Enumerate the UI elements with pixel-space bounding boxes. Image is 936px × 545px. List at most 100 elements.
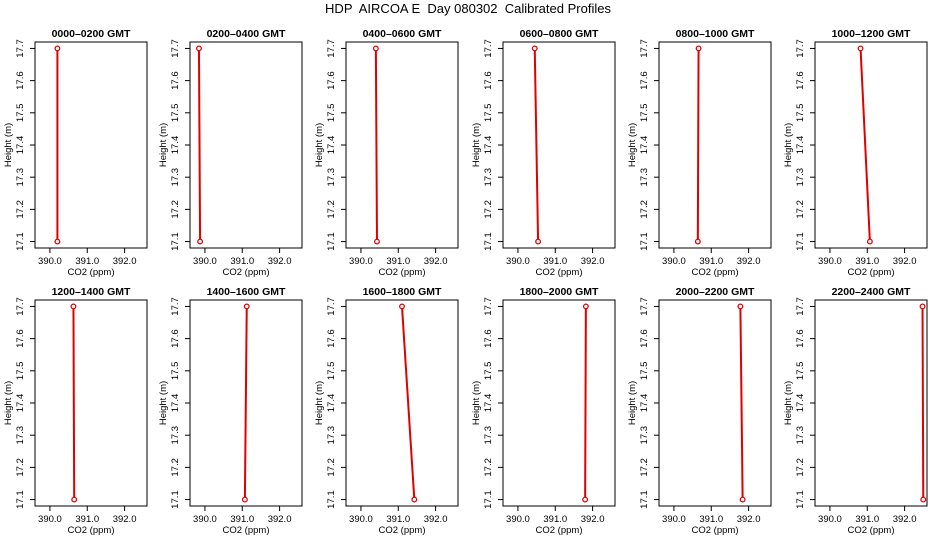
profile-line [739, 306, 744, 500]
x-tick-label: 392.0 [893, 256, 917, 267]
plot-frame [345, 299, 459, 507]
y-axis-label: Height (m) [314, 123, 325, 167]
plot-frame [189, 41, 303, 249]
profile-line [243, 306, 248, 500]
x-axis-label: CO2 (ppm) [536, 525, 583, 536]
x-axis-label: CO2 (ppm) [379, 267, 426, 278]
x-tick-label: 392.0 [893, 514, 917, 525]
x-axis-label: CO2 (ppm) [848, 525, 895, 536]
data-point [694, 238, 701, 245]
y-tick-label: 17.4 [326, 136, 337, 155]
data-point [535, 238, 542, 245]
x-tick-label: 391.0 [699, 256, 723, 267]
x-tick-label: 391.0 [230, 514, 254, 525]
x-tick-label: 390.0 [506, 514, 530, 525]
plot-frame [34, 41, 148, 249]
profile-line [72, 306, 76, 500]
y-tick-label: 17.6 [170, 329, 181, 348]
data-point [920, 496, 927, 503]
panel-title: 0000–0200 GMT [52, 28, 131, 40]
y-tick-label: 17.1 [326, 490, 337, 509]
data-point [582, 496, 589, 503]
y-tick-label: 17.6 [15, 329, 26, 348]
profile-line [921, 306, 925, 500]
x-tick-label: 390.0 [349, 514, 373, 525]
y-tick-label: 17.2 [15, 458, 26, 477]
y-tick-label: 17.1 [795, 232, 806, 251]
data-point [919, 303, 926, 310]
data-point [243, 303, 250, 310]
plot-frame [502, 299, 616, 507]
y-tick-label: 17.4 [170, 136, 181, 155]
panel-title: 1600–1800 GMT [363, 286, 442, 298]
panel-title: 1200–1400 GMT [52, 286, 131, 298]
x-tick-label: 391.0 [75, 256, 99, 267]
y-tick-label: 17.6 [15, 71, 26, 90]
x-tick-label: 390.0 [349, 256, 373, 267]
data-point [866, 238, 873, 245]
y-tick-label: 17.6 [795, 71, 806, 90]
y-tick-label: 17.6 [326, 329, 337, 348]
y-axis-label: Height (m) [783, 123, 794, 167]
y-tick-label: 17.5 [483, 362, 494, 381]
y-tick-label: 17.7 [326, 39, 337, 58]
x-tick-label: 390.0 [818, 514, 842, 525]
panel-title: 0600–0800 GMT [520, 28, 599, 40]
y-axis-label: Height (m) [627, 381, 638, 425]
panel-title: 1800–2000 GMT [520, 286, 599, 298]
y-tick-label: 17.3 [795, 426, 806, 445]
y-tick-label: 17.7 [483, 39, 494, 58]
x-tick-label: 392.0 [424, 256, 448, 267]
y-tick-label: 17.4 [639, 394, 650, 413]
panel-title: 0400–0600 GMT [363, 28, 442, 40]
y-tick-label: 17.1 [795, 490, 806, 509]
x-axis-label: CO2 (ppm) [379, 525, 426, 536]
y-tick-label: 17.2 [795, 458, 806, 477]
profile-line [584, 306, 587, 500]
y-tick-label: 17.4 [795, 136, 806, 155]
x-tick-label: 391.0 [75, 514, 99, 525]
y-tick-label: 17.3 [639, 426, 650, 445]
data-point [241, 496, 248, 503]
profile-line [859, 48, 871, 242]
y-tick-label: 17.7 [15, 39, 26, 58]
y-tick-label: 17.6 [326, 71, 337, 90]
plot-frame [814, 299, 928, 507]
y-tick-label: 17.2 [15, 200, 26, 219]
data-point [411, 496, 418, 503]
y-tick-label: 17.5 [795, 362, 806, 381]
x-axis-label: CO2 (ppm) [536, 267, 583, 278]
plot-frame [658, 41, 772, 249]
x-axis-label: CO2 (ppm) [692, 525, 739, 536]
y-tick-label: 17.3 [326, 168, 337, 187]
y-tick-label: 17.5 [326, 104, 337, 123]
panel-title: 0200–0400 GMT [207, 28, 286, 40]
x-tick-label: 390.0 [193, 514, 217, 525]
data-point [739, 496, 746, 503]
x-tick-label: 391.0 [699, 514, 723, 525]
y-tick-label: 17.7 [326, 297, 337, 316]
y-tick-label: 17.4 [483, 394, 494, 413]
y-tick-label: 17.3 [170, 168, 181, 187]
y-axis-label: Height (m) [158, 381, 169, 425]
y-tick-label: 17.6 [795, 329, 806, 348]
x-tick-label: 390.0 [38, 514, 62, 525]
y-tick-label: 17.1 [170, 232, 181, 251]
y-tick-label: 17.5 [639, 362, 650, 381]
x-tick-label: 392.0 [268, 514, 292, 525]
y-tick-label: 17.5 [15, 362, 26, 381]
y-tick-label: 17.4 [15, 136, 26, 155]
x-tick-label: 392.0 [268, 256, 292, 267]
x-tick-label: 391.0 [386, 256, 410, 267]
y-tick-label: 17.1 [483, 232, 494, 251]
profile-line [533, 48, 540, 242]
y-tick-label: 17.7 [15, 297, 26, 316]
y-tick-label: 17.3 [639, 168, 650, 187]
x-tick-label: 390.0 [662, 514, 686, 525]
